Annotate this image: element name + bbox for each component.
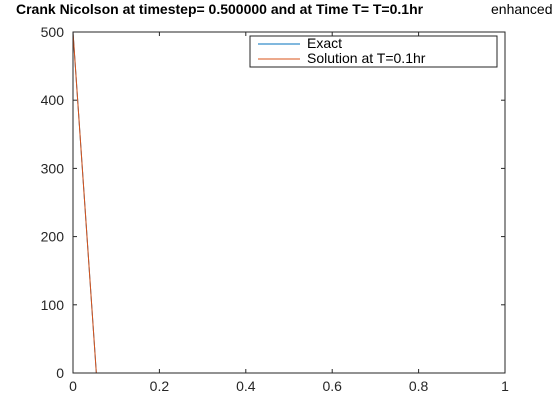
plot-area xyxy=(73,32,505,373)
y-tick-label: 100 xyxy=(41,297,65,313)
x-tick-label: 0.4 xyxy=(236,378,256,394)
legend-label-exact: Exact xyxy=(307,35,342,51)
legend: Exact Solution at T=0.1hr xyxy=(249,35,498,68)
axes-box xyxy=(72,31,506,374)
x-tick-label: 0 xyxy=(69,378,77,394)
y-tick-label: 200 xyxy=(41,229,65,245)
series-layer xyxy=(72,31,97,374)
series-line-1 xyxy=(72,31,97,374)
x-tick-label: 0.6 xyxy=(322,378,342,394)
x-axis-ticks: 0 0.2 0.4 0.6 0.8 1 xyxy=(69,32,509,394)
y-tick-label: 300 xyxy=(41,160,65,176)
y-axis-ticks: 0 100 200 300 400 500 xyxy=(41,24,505,381)
legend-label-solution: Solution at T=0.1hr xyxy=(307,50,426,66)
y-tick-label: 0 xyxy=(56,365,64,381)
x-tick-label: 1 xyxy=(501,378,509,394)
chart-title-suffix: enhanced xyxy=(491,1,553,17)
y-tick-label: 500 xyxy=(41,24,65,40)
y-tick-label: 400 xyxy=(41,92,65,108)
legend-box xyxy=(249,35,498,68)
x-tick-label: 0.2 xyxy=(150,378,170,394)
x-tick-label: 0.8 xyxy=(409,378,429,394)
chart-title: Crank Nicolson at timestep= 0.500000 and… xyxy=(16,1,424,17)
